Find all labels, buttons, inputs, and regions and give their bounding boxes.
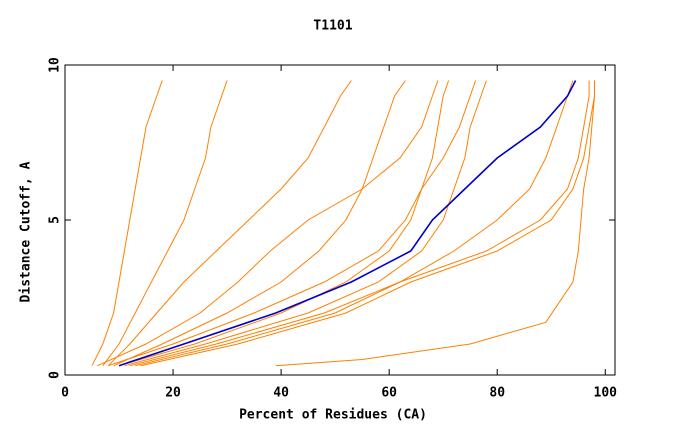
series-line <box>129 80 574 367</box>
x-tick-label: 20 <box>165 386 181 401</box>
series-line <box>124 80 487 367</box>
plot-frame <box>64 64 616 376</box>
x-tick-label: 80 <box>489 386 505 401</box>
y-tick-label: 10 <box>48 57 63 73</box>
x-tick-label: 60 <box>381 386 397 401</box>
series-line <box>140 80 595 367</box>
y-tick-label: 0 <box>48 371 63 379</box>
y-tick-label: 5 <box>48 216 63 224</box>
series-line <box>118 80 577 367</box>
series-line <box>275 80 595 367</box>
x-tick-label: 0 <box>61 386 69 401</box>
series-line <box>107 80 352 367</box>
series-line <box>135 80 590 367</box>
series-line <box>102 80 228 366</box>
y-axis-label: Distance Cutoff, A <box>19 161 34 302</box>
x-axis-label: Percent of Residues (CA) <box>239 408 427 423</box>
series-line <box>118 80 450 367</box>
series-line <box>113 80 406 367</box>
x-tick-label: 100 <box>594 386 618 401</box>
x-tick-label: 40 <box>273 386 289 401</box>
series-line <box>97 80 439 367</box>
chart-title: T1101 <box>313 19 352 34</box>
series-line <box>108 80 477 367</box>
series-line <box>91 80 163 366</box>
